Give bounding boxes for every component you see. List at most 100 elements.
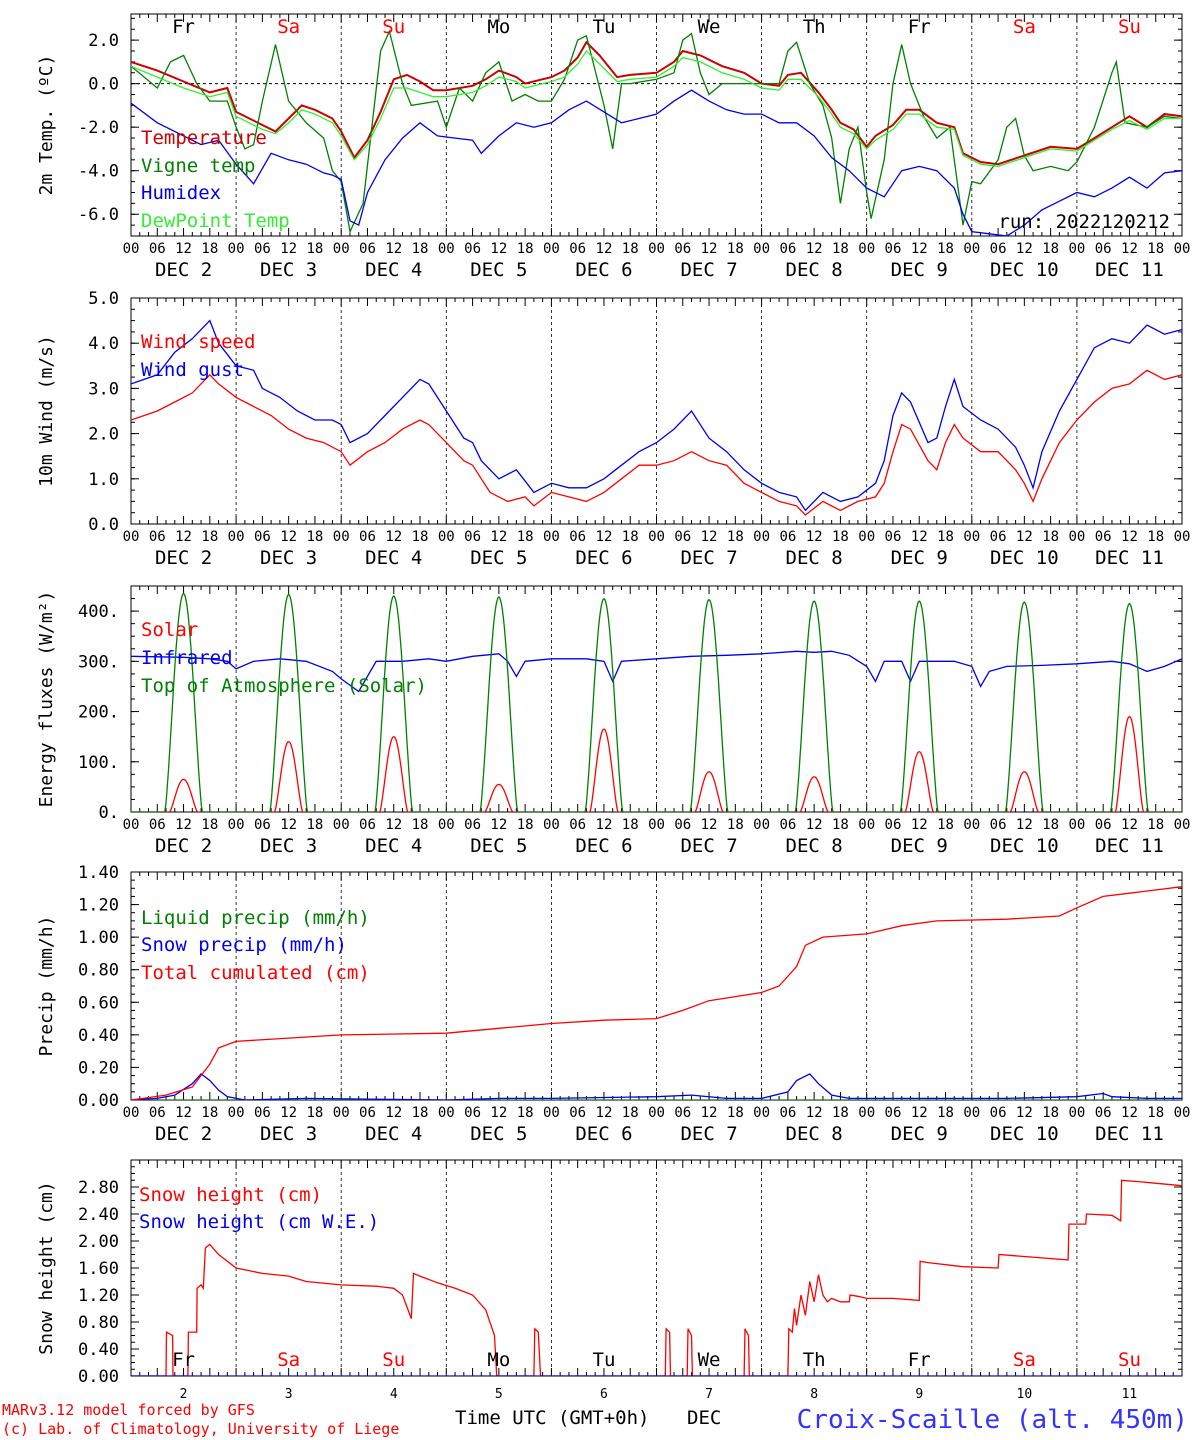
station-name: Croix-Scaille (alt. 450m) [797,1405,1188,1435]
series-line [131,650,1182,693]
y-tick-label: 1.0 [88,470,119,490]
hour-label: 00 [858,529,875,545]
hour-label: 18 [727,817,744,833]
day-number: 7 [705,1387,713,1402]
series-line [131,886,1182,1100]
weekday-label: Sa [1013,16,1036,38]
hour-label: 06 [779,529,796,545]
hour-label: 06 [149,1105,166,1121]
hour-label: 00 [543,241,560,257]
hour-label: 06 [885,241,902,257]
hour-label: 18 [727,241,744,257]
y-tick-label: 0.40 [78,1026,119,1046]
weekday-label: Tu [593,16,616,38]
hour-label: 12 [1016,817,1033,833]
hour-label: 18 [1042,817,1059,833]
series-line [131,1073,1182,1100]
hour-label: 18 [201,1105,218,1121]
hour-label: 06 [149,529,166,545]
run-annotation: run: 2022120212 [998,211,1170,233]
hour-label: 06 [464,241,481,257]
y-tick-label: 2.0 [88,31,119,51]
y-axis-label: Snow height (cm) [36,1181,57,1354]
hour-label: 12 [490,529,507,545]
y-tick-label: -6.0 [78,205,119,225]
y-axis-label: 10m Wind (m/s) [36,335,57,487]
hour-label: 00 [438,241,455,257]
hour-label: 18 [517,529,534,545]
y-tick-label: 300. [78,652,119,672]
date-label: DEC 7 [680,547,737,569]
y-tick-label: 0.00 [78,1091,119,1111]
hour-label: 18 [201,529,218,545]
hour-label: 00 [228,529,245,545]
y-tick-label: 0.80 [78,1313,119,1333]
hour-label: 00 [753,529,770,545]
weekday-label: Mo [487,1349,510,1371]
hour-label: 00 [648,817,665,833]
hour-label: 12 [806,241,823,257]
hour-label: 12 [490,1105,507,1121]
series-line [131,1179,1182,1376]
date-label: DEC 5 [470,835,527,857]
hour-label: 18 [832,1105,849,1121]
hour-label: 12 [280,817,297,833]
hour-label: 00 [543,529,560,545]
hour-label: 18 [832,817,849,833]
hour-label: 06 [885,529,902,545]
hour-label: 18 [832,529,849,545]
legend-entry: Solar [141,619,198,641]
hour-label: 00 [543,817,560,833]
hour-label: 06 [990,817,1007,833]
hour-label: 18 [1042,1105,1059,1121]
y-tick-label: -4.0 [78,162,119,182]
hour-label: 06 [1095,817,1112,833]
date-label: DEC 10 [990,547,1059,569]
hour-label: 06 [359,241,376,257]
series-line [131,319,1182,512]
hour-label: 12 [385,241,402,257]
hour-label: 00 [228,241,245,257]
hour-label: 00 [333,529,350,545]
hour-label: 06 [885,817,902,833]
hour-label: 12 [1016,241,1033,257]
date-label: DEC 3 [260,835,317,857]
series-line [131,89,1182,236]
hour-label: 00 [1068,817,1085,833]
hour-label: 18 [727,529,744,545]
hour-label: 12 [596,529,613,545]
hour-label: 12 [701,817,718,833]
hour-label: 06 [1095,1105,1112,1121]
panels: -6.0 -4.0 -2.0 0.0 2.0 2m Temp. (ºC) Temperatu… [36,13,1190,1402]
date-label: DEC 2 [155,547,212,569]
y-tick-label: 0.40 [78,1340,119,1360]
hour-label: 18 [201,817,218,833]
hour-label: 00 [963,1105,980,1121]
date-label: DEC 4 [365,259,422,281]
hour-label: 00 [753,817,770,833]
plot-area [131,319,1182,516]
series-line [131,715,1182,812]
hour-label: 06 [254,817,271,833]
hour-label: 06 [359,529,376,545]
hour-label: 06 [569,529,586,545]
y-tick-label: 0.0 [88,75,119,95]
hour-label: 00 [858,1105,875,1121]
day-number: 3 [285,1387,293,1402]
y-tick-label: -2.0 [78,118,119,138]
y-tick-label: 2.0 [88,425,119,445]
hour-label: 12 [701,529,718,545]
plot-area [131,29,1182,236]
weekday-label: Su [382,16,405,38]
hour-label: 18 [306,241,323,257]
date-label: DEC 7 [680,1123,737,1145]
weekday-label: Fr [172,1349,195,1371]
hour-label: 00 [438,529,455,545]
y-axis-label: Energy fluxes (W/m²) [36,591,57,808]
hour-label: 12 [1121,241,1138,257]
date-label: DEC 5 [470,1123,527,1145]
hour-label: 00 [438,1105,455,1121]
y-tick-label: 1.40 [78,863,119,883]
day-number: 11 [1122,1387,1138,1402]
y-tick-label: 5.0 [88,289,119,309]
